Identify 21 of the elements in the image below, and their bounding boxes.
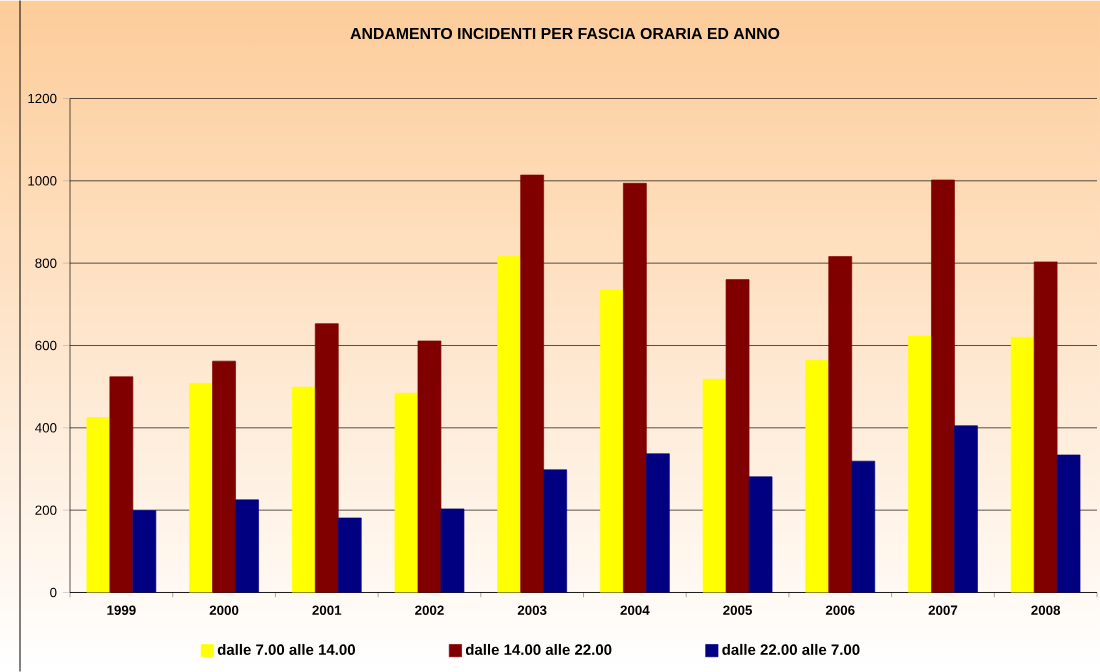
y-tick-label: 0 xyxy=(50,587,57,598)
x-tick-label: 2004 xyxy=(620,605,650,615)
x-tick-label: 2006 xyxy=(825,605,855,615)
x-tick-label: 2000 xyxy=(209,605,239,615)
y-tick-label: 1200 xyxy=(28,93,57,104)
x-tick-label: 2001 xyxy=(312,605,342,615)
y-tick-label: 1000 xyxy=(28,176,57,186)
legend-label: dalle 7.00 alle 14.00 xyxy=(217,643,355,655)
y-tick-label: 800 xyxy=(35,258,57,268)
chart-title: ANDAMENTO INCIDENTI PER FASCIA ORARIA ED ANNO xyxy=(350,27,780,40)
legend-label: dalle 22.00 alle 7.00 xyxy=(722,643,860,655)
x-tick-label: 2002 xyxy=(415,605,444,615)
x-tick-label: 2007 xyxy=(928,605,958,615)
y-tick-label: 200 xyxy=(35,505,57,515)
legend-label: dalle 14.00 alle 22.00 xyxy=(465,643,612,655)
x-tick-label: 2005 xyxy=(723,605,752,615)
x-tick-label: 2003 xyxy=(517,605,547,615)
x-tick-label: 1999 xyxy=(107,605,136,615)
y-tick-label: 600 xyxy=(35,340,57,351)
x-tick-label: 2008 xyxy=(1031,605,1061,615)
y-tick-label: 400 xyxy=(35,423,57,433)
